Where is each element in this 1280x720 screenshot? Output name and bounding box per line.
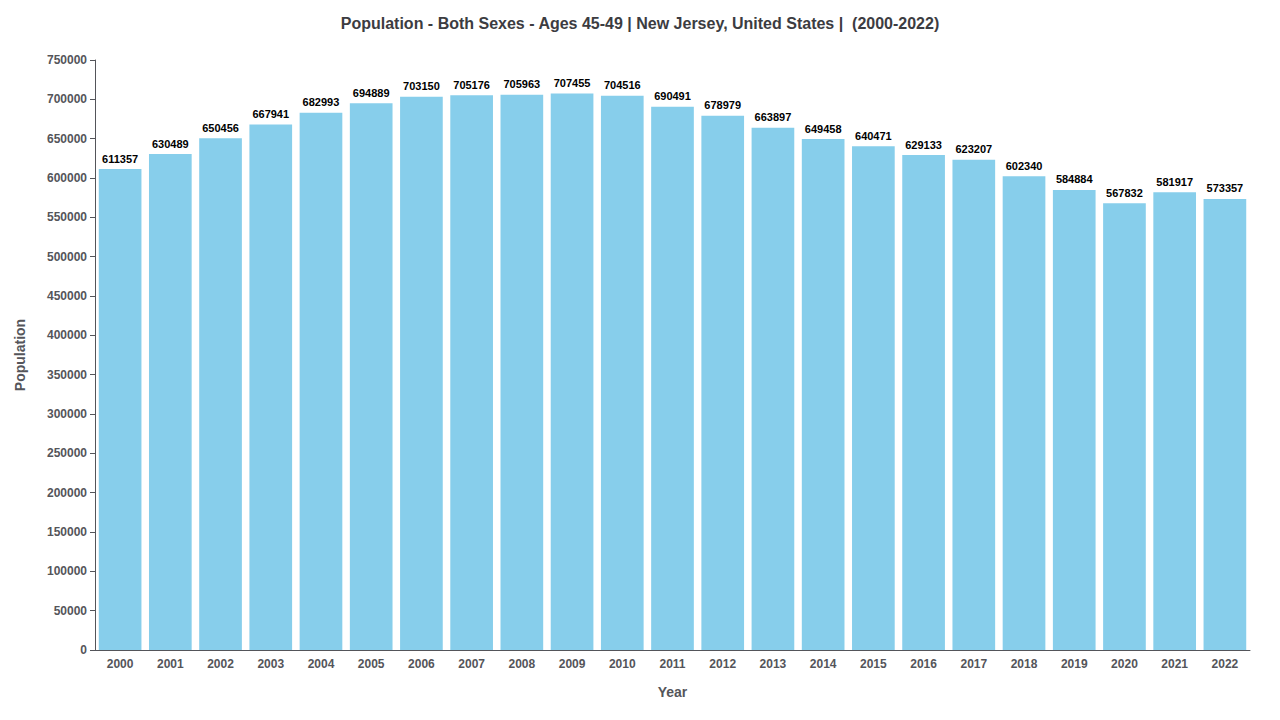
svg-text:300000: 300000 [47,407,87,421]
svg-text:573357: 573357 [1207,182,1244,194]
svg-text:2000: 2000 [107,657,134,671]
svg-text:2008: 2008 [508,657,535,671]
svg-text:2019: 2019 [1061,657,1088,671]
svg-text:500000: 500000 [47,250,87,264]
svg-text:2022: 2022 [1212,657,1239,671]
svg-text:100000: 100000 [47,564,87,578]
svg-text:2015: 2015 [860,657,887,671]
svg-text:649458: 649458 [805,123,842,135]
svg-text:694889: 694889 [353,87,390,99]
svg-text:200000: 200000 [47,486,87,500]
svg-text:602340: 602340 [1006,160,1043,172]
svg-text:Population: Population [12,319,28,391]
svg-text:2021: 2021 [1161,657,1188,671]
svg-text:678979: 678979 [704,99,741,111]
svg-text:703150: 703150 [403,80,440,92]
svg-text:690491: 690491 [654,90,691,102]
svg-text:704516: 704516 [604,79,641,91]
svg-text:2004: 2004 [308,657,335,671]
svg-text:350000: 350000 [47,368,87,382]
svg-text:0: 0 [80,643,87,657]
svg-text:2003: 2003 [257,657,284,671]
svg-text:2016: 2016 [910,657,937,671]
svg-text:550000: 550000 [47,210,87,224]
svg-text:584884: 584884 [1056,173,1094,185]
svg-text:150000: 150000 [47,525,87,539]
svg-text:705176: 705176 [453,79,490,91]
svg-text:2006: 2006 [408,657,435,671]
svg-text:2002: 2002 [207,657,234,671]
svg-text:2014: 2014 [810,657,837,671]
svg-text:2009: 2009 [559,657,586,671]
svg-text:629133: 629133 [905,139,942,151]
svg-text:640471: 640471 [855,130,892,142]
svg-text:2017: 2017 [960,657,987,671]
svg-text:Population - Both Sexes - Ages: Population - Both Sexes - Ages 45-49 | N… [341,15,940,32]
svg-text:600000: 600000 [47,171,87,185]
svg-text:663897: 663897 [755,111,792,123]
svg-text:567832: 567832 [1106,187,1143,199]
svg-text:667941: 667941 [252,108,289,120]
svg-text:50000: 50000 [54,604,88,618]
svg-text:2007: 2007 [458,657,485,671]
svg-text:2005: 2005 [358,657,385,671]
svg-text:2011: 2011 [659,657,685,671]
svg-text:581917: 581917 [1156,176,1193,188]
svg-text:700000: 700000 [47,92,87,106]
svg-text:2013: 2013 [760,657,787,671]
svg-text:Year: Year [658,684,688,700]
svg-text:650456: 650456 [202,122,239,134]
svg-text:400000: 400000 [47,328,87,342]
svg-text:611357: 611357 [102,153,138,165]
svg-text:2018: 2018 [1011,657,1038,671]
svg-text:2012: 2012 [709,657,736,671]
svg-text:682993: 682993 [303,96,340,108]
svg-text:2001: 2001 [157,657,184,671]
svg-text:750000: 750000 [47,53,87,67]
svg-text:650000: 650000 [47,132,87,146]
svg-text:705963: 705963 [503,78,540,90]
svg-text:2020: 2020 [1111,657,1138,671]
svg-text:450000: 450000 [47,289,87,303]
svg-text:2010: 2010 [609,657,636,671]
svg-text:707455: 707455 [554,77,591,89]
svg-text:250000: 250000 [47,446,87,460]
svg-text:623207: 623207 [955,143,992,155]
svg-text:630489: 630489 [152,138,189,150]
